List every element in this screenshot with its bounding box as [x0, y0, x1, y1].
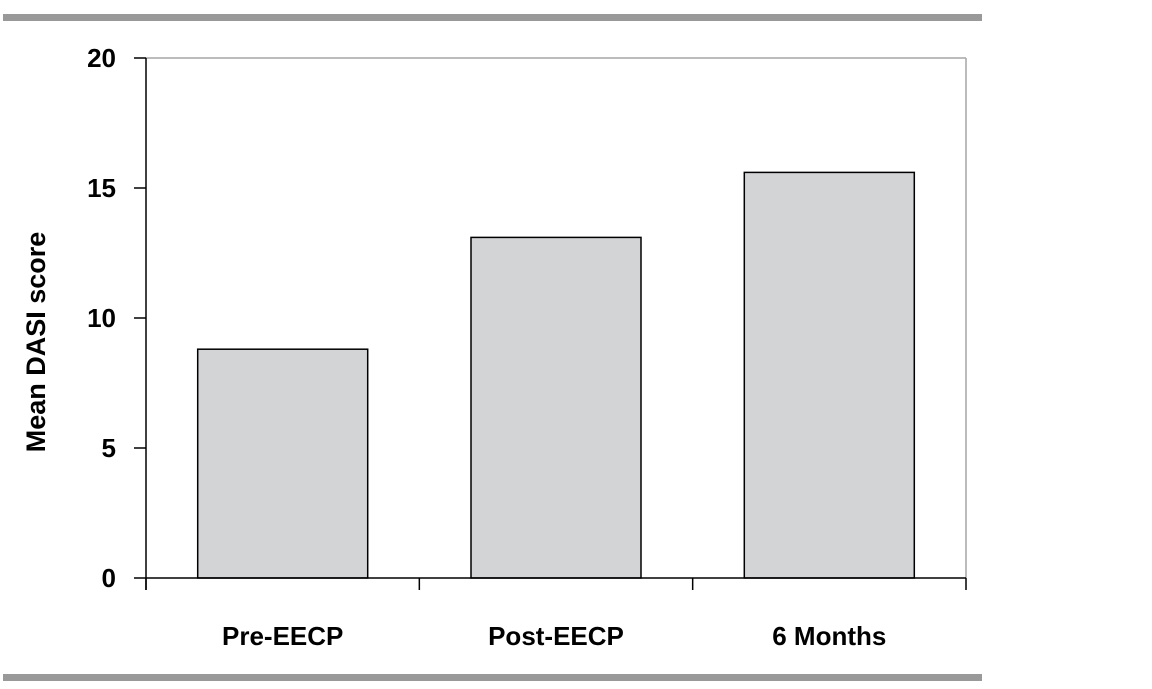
top-separator-bar: [3, 14, 982, 21]
bar-6-months: [743, 171, 916, 579]
x-ticks-group: [145, 578, 967, 590]
bottom-separator-bar: [3, 674, 982, 681]
y-tick-label: 20: [87, 43, 116, 73]
bar-pre-eecp: [196, 348, 369, 579]
bar-post-eecp: [470, 236, 642, 579]
bars-group: [196, 171, 916, 579]
y-tick-label: 0: [102, 563, 116, 593]
x-category-label: Pre-EECP: [222, 621, 343, 651]
y-axis-title: Mean DASI score: [21, 232, 51, 453]
y-tick-label: 10: [87, 303, 116, 333]
y-ticks-group: 0 5 10 15 20: [87, 43, 146, 593]
y-tick-label: 5: [102, 433, 116, 463]
x-category-label: 6 Months: [772, 621, 886, 651]
x-labels-group: Pre-EECP Post-EECP 6 Months: [222, 621, 886, 651]
y-tick-label: 15: [87, 173, 116, 203]
x-category-label: Post-EECP: [488, 621, 624, 651]
